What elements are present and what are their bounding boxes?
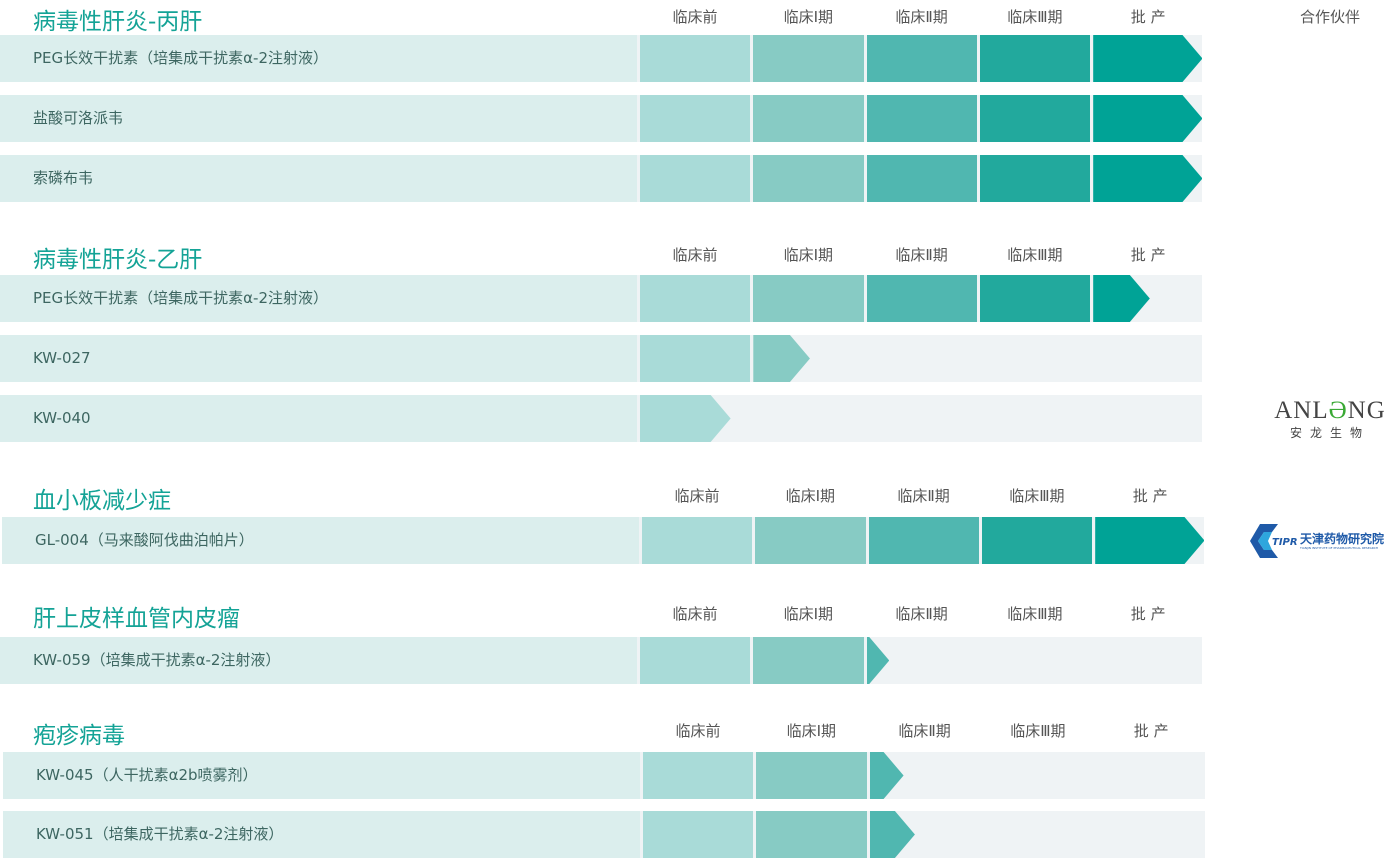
stage-header: 临床Ⅰ期 — [783, 605, 834, 623]
stage-segment — [756, 811, 867, 858]
section-title: 疱疹病毒 — [33, 723, 125, 749]
drug-name: KW-040 — [0, 395, 637, 442]
stage-header: 临床前 — [675, 722, 721, 740]
stage-header: 批 产 — [1130, 605, 1166, 623]
drug-name: PEG长效干扰素（培集成干扰素α-2注射液） — [0, 275, 637, 322]
stage-segment — [640, 155, 751, 202]
stage-segment — [640, 637, 751, 684]
stage-segment — [755, 517, 866, 564]
stage-header: 临床前 — [672, 246, 718, 264]
stage-segment — [753, 275, 864, 322]
svg-text:TIPR: TIPR — [1272, 537, 1298, 548]
section-title: 病毒性肝炎-乙肝 — [33, 247, 203, 273]
stage-segment — [643, 811, 754, 858]
stage-segment — [866, 155, 977, 202]
stage-segment — [753, 637, 864, 684]
stage-header: 临床Ⅰ期 — [785, 487, 836, 505]
stage-segment — [643, 752, 754, 799]
drug-name: KW-045（人干扰素α2b喷雾剂） — [3, 752, 640, 799]
stage-arrow — [1093, 95, 1203, 142]
section-title: 血小板减少症 — [33, 488, 171, 514]
drug-name: GL-004（马来酸阿伐曲泊帕片） — [2, 517, 639, 564]
stage-header: 临床Ⅱ期 — [895, 605, 948, 623]
stage-segment — [640, 95, 751, 142]
drug-name: 索磷布韦 — [0, 155, 637, 202]
stage-segment — [753, 95, 864, 142]
section-title: 肝上皮样血管内皮瘤 — [33, 606, 240, 632]
stage-arrow — [1095, 517, 1205, 564]
stage-segment — [981, 517, 1093, 564]
stage-header: 批 产 — [1130, 8, 1166, 26]
stage-header: 临床Ⅰ期 — [786, 722, 837, 740]
stage-header: 临床Ⅱ期 — [898, 722, 951, 740]
stage-header: 临床Ⅲ期 — [1007, 605, 1063, 623]
stage-segment — [866, 95, 977, 142]
stage-segment — [866, 35, 977, 82]
stage-segment — [979, 35, 1091, 82]
stage-header: 批 产 — [1130, 246, 1166, 264]
tipr-emblem-icon: TIPR — [1250, 524, 1298, 558]
stage-header: 临床Ⅱ期 — [895, 246, 948, 264]
stage-segment — [868, 517, 979, 564]
stage-header: 临床Ⅰ期 — [783, 246, 834, 264]
partner-name-anlong: 安龙生物 — [1289, 426, 1370, 440]
stage-segment — [753, 35, 864, 82]
stage-header: 临床Ⅲ期 — [1009, 487, 1065, 505]
section-title: 病毒性肝炎-丙肝 — [33, 9, 203, 35]
drug-name: KW-027 — [0, 335, 637, 382]
stage-arrow — [640, 395, 731, 442]
stage-segment — [979, 275, 1091, 322]
drug-name: 盐酸可洛派韦 — [0, 95, 637, 142]
stage-header: 临床Ⅱ期 — [897, 487, 950, 505]
stage-segment — [640, 335, 751, 382]
stage-segment — [979, 155, 1091, 202]
stage-header: 临床前 — [674, 487, 720, 505]
stage-header: 临床前 — [672, 8, 718, 26]
partner-header: 合作伙伴 — [1300, 8, 1361, 26]
stage-header: 临床Ⅲ期 — [1007, 246, 1063, 264]
stage-header: 临床前 — [672, 605, 718, 623]
stage-header: 批 产 — [1132, 487, 1168, 505]
stage-segment — [756, 752, 867, 799]
drug-name: KW-059（培集成干扰素α-2注射液） — [0, 637, 637, 684]
logo-tipr: TIPR 天津药物研究院 TIANJIN INSTITUTE OF PHARMA… — [1250, 524, 1384, 558]
stage-segment — [642, 517, 753, 564]
partner-name-tipr: 天津药物研究院 — [1300, 531, 1385, 546]
logo-anlong: ANLƏNG 安龙生物 — [1270, 398, 1390, 441]
stage-segment — [979, 95, 1091, 142]
stage-header: 临床Ⅰ期 — [783, 8, 834, 26]
stage-segment — [753, 155, 864, 202]
stage-segment — [640, 35, 751, 82]
stage-header: 临床Ⅱ期 — [895, 8, 948, 26]
stage-arrow — [1093, 155, 1203, 202]
stage-header: 临床Ⅲ期 — [1010, 722, 1066, 740]
stage-segment — [866, 275, 977, 322]
stage-arrow — [1093, 35, 1203, 82]
stage-header: 批 产 — [1133, 722, 1169, 740]
stage-segment — [640, 275, 751, 322]
drug-name: KW-051（培集成干扰素α-2注射液） — [3, 811, 640, 858]
partner-subtitle-tipr: TIANJIN INSTITUTE OF PHARMACEUTICAL RESE… — [1300, 545, 1379, 550]
stage-header: 临床Ⅲ期 — [1007, 8, 1063, 26]
drug-name: PEG长效干扰素（培集成干扰素α-2注射液） — [0, 35, 637, 82]
